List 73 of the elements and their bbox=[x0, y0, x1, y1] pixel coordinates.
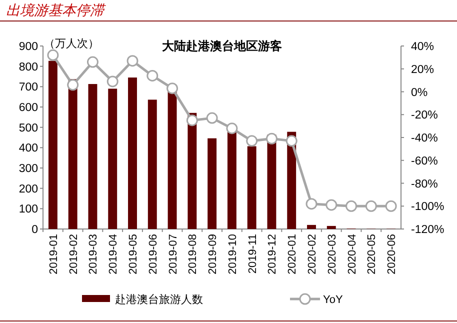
y-tick-label: 300 bbox=[18, 163, 38, 175]
y-axis-title: （万人次） bbox=[44, 38, 99, 50]
x-tick-label: 2020-03 bbox=[326, 234, 338, 274]
point bbox=[186, 114, 198, 126]
y2-tick-label: 20% bbox=[411, 64, 434, 76]
y-tick-label: 500 bbox=[18, 122, 38, 134]
x-tick-label: 2019-07 bbox=[167, 234, 180, 274]
y2-tick-label: -60% bbox=[411, 155, 438, 168]
bar bbox=[267, 134, 276, 229]
bar bbox=[128, 78, 137, 229]
x-tick-label: 2019-05 bbox=[128, 234, 140, 274]
x-tick-label: 2020-06 bbox=[386, 234, 398, 274]
y-tick-label: 800 bbox=[18, 61, 38, 74]
x-tick-label: 2019-12 bbox=[266, 234, 279, 274]
bar bbox=[48, 60, 58, 229]
y2-tick-label: -80% bbox=[411, 178, 438, 190]
x-tick-label: 2019-11 bbox=[246, 234, 259, 274]
bar bbox=[148, 100, 157, 229]
point bbox=[326, 199, 338, 211]
x-tick-label: 2019-01 bbox=[48, 234, 60, 274]
legend-label: YoY bbox=[323, 294, 344, 306]
point bbox=[206, 112, 218, 124]
bar bbox=[247, 146, 256, 229]
point bbox=[365, 200, 377, 212]
bar bbox=[168, 90, 177, 229]
point bbox=[346, 200, 358, 212]
point bbox=[166, 82, 178, 94]
point bbox=[146, 70, 158, 82]
y-tick-label: 100 bbox=[18, 204, 38, 216]
point bbox=[246, 135, 258, 147]
point bbox=[286, 135, 298, 147]
x-tick-label: 2019-06 bbox=[147, 234, 160, 274]
point bbox=[67, 79, 79, 91]
x-tick-label: 2019-09 bbox=[207, 234, 220, 274]
y2-tick-label: -100% bbox=[411, 201, 444, 214]
legend-label: 赴港澳台旅游人数 bbox=[115, 293, 203, 306]
point bbox=[86, 56, 98, 68]
y-tick-label: 900 bbox=[18, 41, 38, 53]
x-tick-label: 2019-10 bbox=[226, 234, 239, 274]
x-tick-label: 2020-01 bbox=[286, 234, 299, 274]
point bbox=[47, 49, 59, 61]
y2-tick-label: 0% bbox=[411, 86, 428, 99]
point bbox=[126, 55, 138, 67]
y-tick-label: 0 bbox=[32, 224, 38, 236]
bar bbox=[68, 79, 78, 229]
bar bbox=[188, 112, 197, 229]
y-tick-label: 700 bbox=[18, 82, 38, 94]
bar bbox=[307, 224, 316, 229]
x-tick-label: 2020-02 bbox=[306, 234, 318, 274]
bar bbox=[88, 84, 98, 229]
bar bbox=[108, 88, 118, 229]
y-tick-label: 400 bbox=[18, 142, 38, 155]
y-tick-label: 600 bbox=[18, 102, 38, 114]
point bbox=[106, 76, 118, 88]
point bbox=[306, 198, 318, 210]
point bbox=[226, 122, 238, 134]
x-tick-label: 2019-04 bbox=[108, 234, 120, 274]
y2-tick-label: -120% bbox=[411, 224, 444, 236]
text: 出境游基本停滞 bbox=[6, 3, 106, 19]
x-tick-label: 2020-04 bbox=[346, 234, 358, 274]
x-tick-label: 2019-08 bbox=[187, 234, 200, 274]
chart-title: 大陆赴港澳台地区游客 bbox=[162, 39, 282, 53]
x-tick-label: 2019-02 bbox=[68, 234, 80, 274]
x-tick-label: 2019-03 bbox=[88, 234, 100, 274]
y2-tick-label: -40% bbox=[411, 132, 438, 144]
y-tick-label: 200 bbox=[18, 183, 38, 196]
y2-tick-label: -20% bbox=[411, 110, 438, 122]
point bbox=[385, 200, 397, 212]
x-tick-label: 2020-05 bbox=[366, 234, 378, 274]
bar bbox=[208, 138, 217, 229]
y2-tick-label: 40% bbox=[411, 41, 434, 53]
point bbox=[266, 132, 278, 144]
bar bbox=[326, 226, 336, 229]
